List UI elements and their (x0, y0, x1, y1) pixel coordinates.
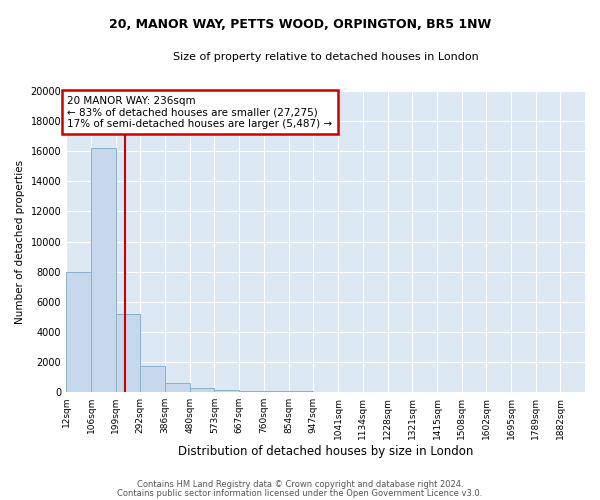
Bar (140, 366, 165, 392)
Bar (264, 391, 289, 392)
Bar (239, 391, 264, 392)
Bar (190, 388, 214, 392)
Title: Size of property relative to detached houses in London: Size of property relative to detached ho… (173, 52, 478, 62)
Bar (116, 314, 140, 392)
Bar (66, 272, 91, 392)
X-axis label: Distribution of detached houses by size in London: Distribution of detached houses by size … (178, 444, 473, 458)
Bar (214, 390, 239, 392)
Text: Contains HM Land Registry data © Crown copyright and database right 2024.: Contains HM Land Registry data © Crown c… (137, 480, 463, 489)
Bar (165, 383, 190, 392)
Y-axis label: Number of detached properties: Number of detached properties (15, 160, 25, 324)
Bar (91, 148, 116, 392)
Text: Contains public sector information licensed under the Open Government Licence v3: Contains public sector information licen… (118, 488, 482, 498)
Text: 20 MANOR WAY: 236sqm
← 83% of detached houses are smaller (27,275)
17% of semi-d: 20 MANOR WAY: 236sqm ← 83% of detached h… (67, 96, 332, 129)
Text: 20, MANOR WAY, PETTS WOOD, ORPINGTON, BR5 1NW: 20, MANOR WAY, PETTS WOOD, ORPINGTON, BR… (109, 18, 491, 30)
